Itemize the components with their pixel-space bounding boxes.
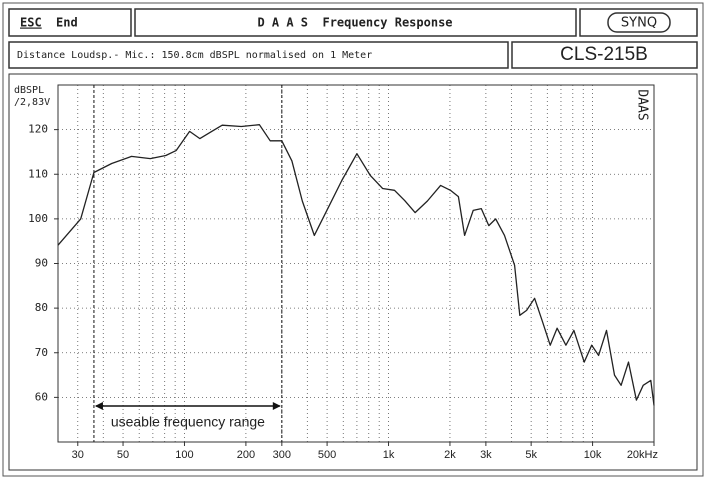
model-box (511, 41, 698, 69)
x-tick-label: 30 (72, 449, 84, 461)
y-tick-label: 80 (35, 301, 48, 314)
y-tick-label: 60 (35, 390, 48, 403)
y-tick-label: 120 (28, 123, 48, 136)
info: Distance Loudsp.- Mic.: 150.8cm dBSPL no… (17, 50, 372, 61)
end[interactable]: End (56, 16, 78, 30)
y-axis-label: /2,83V (14, 97, 50, 108)
title-box (134, 8, 577, 37)
logo-frame (607, 12, 671, 33)
model: CLS-215B (560, 44, 648, 65)
x-tick-label: 20kHz (627, 449, 658, 461)
x-tick-label: 10k (584, 449, 602, 461)
x-tick-label: 50 (117, 449, 129, 461)
x-tick-label: 2k (444, 449, 456, 461)
x-tick-label: 3k (480, 449, 492, 461)
info-box (8, 41, 509, 69)
x-tick-label: 200 (237, 449, 255, 461)
arrow-head-left (94, 402, 103, 410)
x-tick-label: 500 (318, 449, 336, 461)
esc[interactable]: ESC (20, 16, 42, 30)
x-tick-label: 100 (175, 449, 193, 461)
esc-box[interactable] (8, 8, 132, 37)
x-tick-label: 300 (273, 449, 291, 461)
response-curve (57, 124, 655, 406)
annotation: useable frequency range (111, 414, 265, 430)
plot-area (57, 84, 655, 443)
title: D A A S Frequency Response (257, 16, 452, 30)
x-tick-label: 5k (525, 449, 537, 461)
watermark: DAAS (635, 89, 650, 120)
y-tick-label: 100 (28, 212, 48, 225)
x-tick-label: 1k (383, 449, 395, 461)
plot-frame (8, 73, 698, 471)
y-tick-label: 70 (35, 346, 48, 359)
logo: SYNQ (621, 16, 657, 31)
y-tick-label: 110 (28, 167, 48, 180)
arrow-head-right (272, 402, 281, 410)
y-axis-label: dBSPL (14, 85, 44, 96)
y-tick-label: 90 (35, 257, 48, 270)
